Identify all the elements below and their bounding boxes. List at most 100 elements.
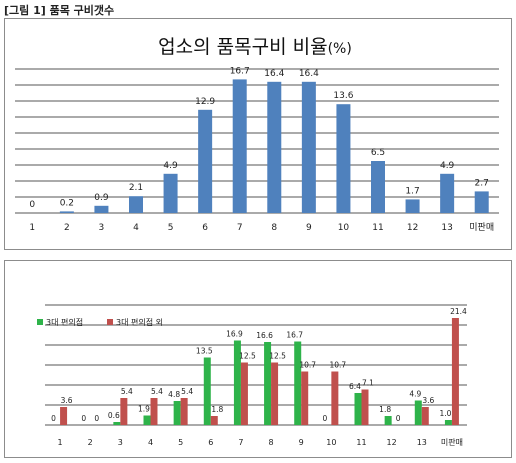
data-label: 0 — [51, 414, 56, 423]
x-tick-label: 8 — [271, 223, 277, 233]
data-label: 4.9 — [409, 390, 421, 399]
x-tick-label: 8 — [269, 438, 274, 447]
data-label: 0.6 — [108, 411, 120, 420]
data-label: 0 — [322, 414, 327, 423]
x-tick-label: 미판매 — [441, 438, 463, 447]
bar — [336, 104, 351, 213]
x-tick-label: 4 — [148, 438, 153, 447]
bar — [451, 318, 459, 425]
x-tick-label: 12 — [407, 223, 418, 233]
bar — [143, 415, 151, 425]
bar — [267, 81, 282, 213]
x-tick-label: 3 — [118, 438, 123, 447]
data-label: 0 — [94, 414, 99, 423]
bar — [163, 173, 178, 213]
data-label: 4.9 — [163, 161, 178, 171]
chart-panel-2: 3대 편의점 3대 편의점 외 0 3.6 1 0 0 2 0.6 5.4 3 1.9 5.4 4 4.8 5… — [4, 260, 512, 458]
x-tick-label: 5 — [178, 438, 183, 447]
data-label: 3.6 — [61, 396, 73, 405]
bar — [384, 416, 392, 425]
x-tick-label: 10 — [326, 438, 336, 447]
x-tick-label: 3 — [99, 223, 105, 233]
data-label: 12.9 — [195, 97, 215, 107]
data-label: 10.7 — [299, 361, 316, 370]
figure-caption: [그림 1] 품목 구비갯수 — [4, 4, 115, 17]
bar — [331, 371, 339, 425]
data-label: 10.7 — [330, 361, 347, 370]
data-label: 0 — [81, 414, 86, 423]
x-tick-label: 9 — [299, 438, 304, 447]
bar — [150, 398, 158, 425]
bar — [354, 393, 362, 425]
chart-title: 업소의 품목구비 비율(%) — [158, 36, 352, 58]
data-label: 12.5 — [269, 352, 286, 361]
legend-label: 3대 편의점 외 — [116, 317, 163, 327]
data-label: 13.6 — [333, 91, 353, 101]
bar — [294, 341, 302, 425]
bar — [240, 362, 248, 425]
data-label: 16.7 — [230, 66, 250, 76]
data-label: 12.5 — [239, 352, 256, 361]
bar — [173, 401, 181, 425]
data-label: 0.9 — [94, 193, 109, 203]
data-label: 1.8 — [379, 405, 391, 414]
x-tick-label: 5 — [168, 223, 174, 233]
bar — [59, 211, 74, 213]
x-tick-label: 1 — [58, 438, 63, 447]
bar-chart-2: 3대 편의점 3대 편의점 외03.610 020.65.431.95.444.8 5… — [37, 304, 467, 447]
data-label: 1.9 — [138, 405, 150, 414]
data-label: 21.4 — [450, 307, 467, 316]
x-tick-label: 11 — [356, 438, 366, 447]
data-label: 0 — [396, 414, 401, 423]
bar — [440, 173, 455, 213]
bar — [371, 161, 385, 213]
data-label: 5.4 — [151, 387, 163, 396]
bar — [421, 407, 429, 425]
x-tick-label: 2 — [64, 223, 70, 233]
x-tick-label: 7 — [238, 438, 243, 447]
data-label: 4.8 — [168, 390, 180, 399]
data-label: 16.7 — [286, 331, 303, 340]
data-label: 6.5 — [371, 148, 385, 158]
data-label: 2.1 — [129, 183, 143, 193]
bar — [113, 422, 121, 425]
bar — [301, 81, 316, 213]
x-tick-label: 12 — [387, 438, 397, 447]
x-tick-label: 1 — [29, 223, 35, 233]
data-label: 1.0 — [439, 409, 451, 418]
data-label: 6.4 — [349, 382, 361, 391]
data-label: 3.6 — [422, 396, 434, 405]
x-tick-label: 13 — [417, 438, 427, 447]
x-tick-label: 6 — [202, 223, 208, 233]
bar — [232, 79, 247, 214]
chart-title-text: 업소의 품목구비 비율 — [158, 36, 327, 58]
x-tick-label: 13 — [441, 223, 452, 233]
bar — [60, 407, 68, 425]
bar — [129, 196, 143, 213]
x-tick-label: 6 — [208, 438, 213, 447]
data-label: 2.7 — [475, 178, 489, 188]
bar — [198, 109, 213, 213]
bar — [271, 362, 279, 425]
bar — [444, 420, 452, 425]
x-tick-label: 9 — [306, 223, 312, 233]
data-label: 4.9 — [440, 161, 455, 171]
legend-label: 3대 편의점 — [46, 317, 83, 327]
x-tick-label: 10 — [338, 223, 350, 233]
data-label: 5.4 — [121, 387, 133, 396]
bar — [233, 340, 241, 425]
bar — [94, 205, 109, 213]
data-label: 1.8 — [211, 405, 223, 414]
bar — [405, 199, 420, 213]
data-label: 16.9 — [226, 330, 243, 339]
data-label: 16.4 — [299, 69, 319, 79]
bar — [474, 191, 489, 213]
x-tick-label: 2 — [88, 438, 93, 447]
data-label: 7.1 — [362, 379, 374, 388]
data-label: 0.2 — [60, 198, 74, 208]
data-label: 16.6 — [256, 331, 273, 340]
bar — [120, 398, 128, 425]
chart-title-unit: (%) — [328, 41, 352, 57]
chart-panel-1: 업소의 품목구비 비율(%) 0 1 0.2 2 0.9 3 2.1 4 4.9 5 12.9 6 16.… — [4, 18, 512, 250]
data-label: 5.4 — [181, 387, 193, 396]
